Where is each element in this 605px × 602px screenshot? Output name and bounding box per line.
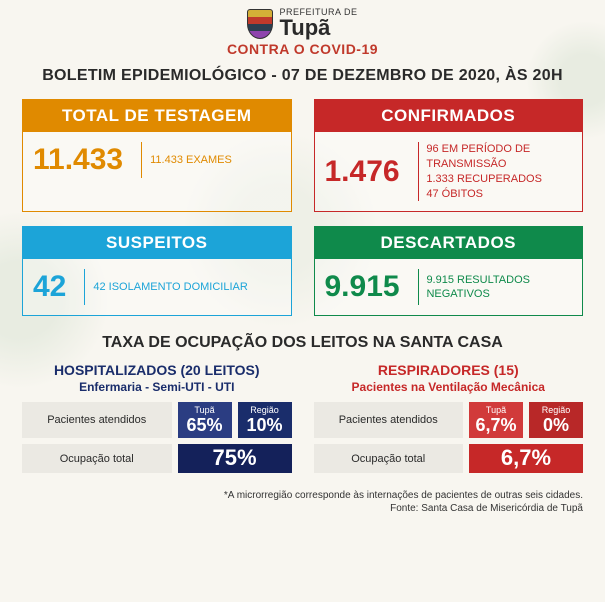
resp-row-total: Ocupação total 6,7%: [314, 444, 584, 473]
respiradores-title: RESPIRADORES (15): [314, 362, 584, 378]
card-descartados: DESCARTADOS 9.915 9.915 RESULTADOS NEGAT…: [314, 226, 584, 316]
divider: [84, 269, 85, 305]
divider: [418, 142, 419, 201]
card-suspeitos-detail: 42 ISOLAMENTO DOMICILIAR: [93, 280, 247, 295]
footer: *A microrregião corresponde às internaçõ…: [22, 489, 583, 515]
hosp-regiao-box: Região 10%: [238, 402, 292, 438]
hosp-total-box: 75%: [178, 444, 292, 473]
hosp-tupa-label: Tupã: [194, 405, 214, 415]
hosp-patients-label: Pacientes atendidos: [22, 402, 172, 438]
resp-tupa-label: Tupã: [486, 405, 506, 415]
city-name: Tupã: [279, 17, 357, 39]
card-testagem-title: TOTAL DE TESTAGEM: [23, 100, 291, 132]
occupancy-grid: HOSPITALIZADOS (20 LEITOS) Enfermaria - …: [22, 362, 583, 479]
resp-row-patients: Pacientes atendidos Tupã 6,7% Região 0%: [314, 402, 584, 438]
card-suspeitos-title: SUSPEITOS: [23, 227, 291, 259]
footer-note: *A microrregião corresponde às internaçõ…: [22, 489, 583, 502]
resp-total-label: Ocupação total: [314, 444, 464, 473]
confirmados-line1: 96 EM PERÍODO DE TRANSMISSÃO: [426, 142, 572, 172]
hosp-regiao-label: Região: [250, 405, 279, 415]
card-confirmados-value: 1.476: [325, 155, 410, 189]
footer-source: Fonte: Santa Casa de Misericórdia de Tup…: [22, 502, 583, 515]
hospitalizados-subtitle: Enfermaria - Semi-UTI - UTI: [22, 380, 292, 394]
hosp-regiao-value: 10%: [246, 416, 282, 434]
summary-cards-grid: TOTAL DE TESTAGEM 11.433 11.433 EXAMES C…: [22, 99, 583, 316]
bulletin-title: BOLETIM EPIDEMIOLÓGICO - 07 DE DEZEMBRO …: [22, 67, 583, 85]
hosp-total-value: 75%: [212, 447, 256, 469]
hosp-total-label: Ocupação total: [22, 444, 172, 473]
hospitalizados-title: HOSPITALIZADOS (20 LEITOS): [22, 362, 292, 378]
resp-regiao-value: 0%: [543, 416, 569, 434]
slogan: CONTRA O COVID-19: [22, 41, 583, 57]
divider: [418, 269, 419, 305]
header: PREFEITURA DE Tupã CONTRA O COVID-19: [22, 8, 583, 57]
card-suspeitos-value: 42: [33, 270, 76, 304]
city-text: PREFEITURA DE Tupã: [279, 8, 357, 39]
confirmados-line2: 1.333 RECUPERADOS: [426, 172, 572, 187]
card-descartados-title: DESCARTADOS: [315, 227, 583, 259]
card-suspeitos: SUSPEITOS 42 42 ISOLAMENTO DOMICILIAR: [22, 226, 292, 316]
hosp-tupa-value: 65%: [186, 416, 222, 434]
card-descartados-value: 9.915: [325, 270, 410, 304]
respiradores-subtitle: Pacientes na Ventilação Mecânica: [314, 380, 584, 394]
card-confirmados-title: CONFIRMADOS: [315, 100, 583, 132]
card-confirmados: CONFIRMADOS 1.476 96 EM PERÍODO DE TRANS…: [314, 99, 584, 212]
section-respiradores: RESPIRADORES (15) Pacientes na Ventilaçã…: [314, 362, 584, 479]
resp-total-box: 6,7%: [469, 444, 583, 473]
logo-row: PREFEITURA DE Tupã: [22, 8, 583, 39]
card-testagem: TOTAL DE TESTAGEM 11.433 11.433 EXAMES: [22, 99, 292, 212]
resp-regiao-label: Região: [542, 405, 571, 415]
resp-tupa-value: 6,7%: [475, 416, 516, 434]
divider: [141, 142, 142, 178]
card-testagem-detail: 11.433 EXAMES: [150, 153, 232, 168]
resp-patients-label: Pacientes atendidos: [314, 402, 464, 438]
resp-total-value: 6,7%: [501, 447, 551, 469]
resp-tupa-box: Tupã 6,7%: [469, 402, 523, 438]
occupancy-title: TAXA DE OCUPAÇÃO DOS LEITOS NA SANTA CAS…: [22, 334, 583, 352]
section-hospitalizados: HOSPITALIZADOS (20 LEITOS) Enfermaria - …: [22, 362, 292, 479]
card-confirmados-details: 96 EM PERÍODO DE TRANSMISSÃO 1.333 RECUP…: [426, 142, 572, 201]
resp-regiao-box: Região 0%: [529, 402, 583, 438]
card-descartados-detail: 9.915 RESULTADOS NEGATIVOS: [426, 273, 572, 303]
city-crest-icon: [247, 9, 273, 39]
hosp-tupa-box: Tupã 65%: [178, 402, 232, 438]
hosp-row-total: Ocupação total 75%: [22, 444, 292, 473]
card-testagem-value: 11.433: [33, 143, 133, 177]
hosp-row-patients: Pacientes atendidos Tupã 65% Região 10%: [22, 402, 292, 438]
confirmados-line3: 47 ÓBITOS: [426, 187, 572, 202]
